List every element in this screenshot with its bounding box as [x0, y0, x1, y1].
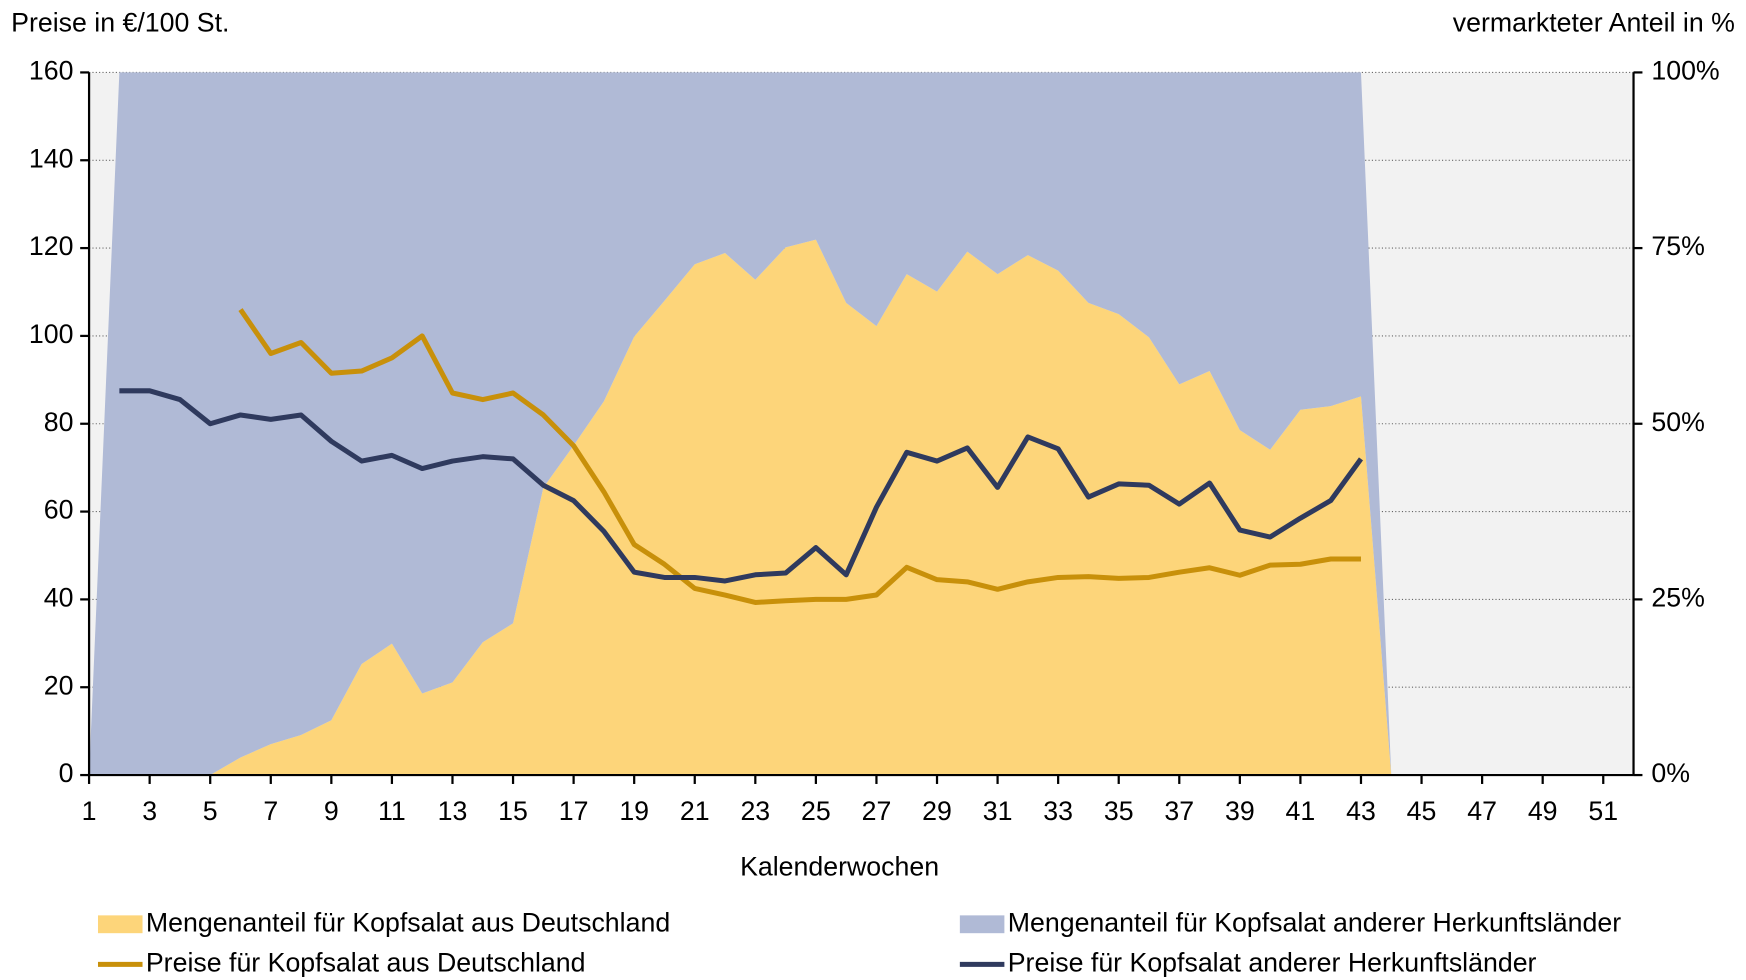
- area: [89, 239, 1392, 776]
- x-tick-label: 41: [1286, 796, 1316, 826]
- y-tick-label: 120: [29, 231, 74, 261]
- x-tick-label: 1: [82, 796, 97, 826]
- y2-tick-label: 50%: [1651, 407, 1704, 437]
- x-tick-label: 49: [1528, 796, 1558, 826]
- legend-swatch: [959, 915, 1005, 934]
- y-tick-label: 80: [44, 407, 74, 437]
- area: [89, 72, 1392, 776]
- x-tick-label: 27: [862, 796, 892, 826]
- y2-tick-label: 100%: [1651, 55, 1719, 85]
- y-tick-label: 20: [44, 670, 74, 700]
- y-tick-label: 60: [44, 495, 74, 525]
- legend-label: Preise für Kopfsalat aus Deutschland: [146, 947, 586, 977]
- line: [119, 388, 1364, 584]
- x-tick-label: 3: [142, 796, 157, 826]
- y-axis-label: Preise in €/100 St.: [11, 8, 229, 38]
- x-tick-label: 31: [983, 796, 1013, 826]
- x-tick-label: 19: [619, 796, 649, 826]
- legend-label: Mengenanteil für Kopfsalat aus Deutschla…: [146, 907, 670, 937]
- x-tick-label: 9: [324, 796, 339, 826]
- x-tick-label: 11: [378, 796, 406, 826]
- x-tick-label: 23: [740, 796, 770, 826]
- y-tick-label: 40: [44, 582, 74, 612]
- x-tick-label: 35: [1104, 796, 1134, 826]
- x-tick-label: 51: [1588, 796, 1618, 826]
- y2-tick-label: 75%: [1651, 231, 1704, 261]
- x-tick-label: 17: [559, 796, 589, 826]
- x-tick-label: 37: [1164, 796, 1194, 826]
- x-tick-label: 15: [498, 796, 528, 826]
- x-tick-label: 45: [1407, 796, 1437, 826]
- y2-tick-label: 0%: [1651, 758, 1690, 788]
- line: [238, 308, 1361, 605]
- y-tick-label: 140: [29, 143, 74, 173]
- legend-label: Preise für Kopfsalat anderer Herkunftslä…: [1008, 947, 1537, 977]
- x-tick-label: 7: [263, 796, 278, 826]
- x-tick-label: 5: [203, 796, 218, 826]
- y2-tick-label: 25%: [1651, 582, 1704, 612]
- x-tick-label: 47: [1467, 796, 1497, 826]
- y-tick-label: 0: [59, 758, 74, 788]
- x-tick-label: 33: [1043, 796, 1073, 826]
- x-tick-label: 43: [1346, 796, 1376, 826]
- y-tick-label: 100: [29, 319, 74, 349]
- legend-label: Mengenanteil für Kopfsalat anderer Herku…: [1008, 907, 1622, 937]
- x-tick-label: 39: [1225, 796, 1255, 826]
- x-tick-label: 29: [922, 796, 952, 826]
- x-tick-label: 25: [801, 796, 831, 826]
- x-axis-label: Kalenderwochen: [740, 852, 939, 882]
- x-tick-label: 13: [438, 796, 468, 826]
- legend-swatch: [97, 915, 143, 934]
- y2-axis-label: vermarkteter Anteil in %: [1453, 8, 1735, 38]
- y-tick-label: 160: [29, 55, 74, 85]
- x-tick-label: 21: [680, 796, 710, 826]
